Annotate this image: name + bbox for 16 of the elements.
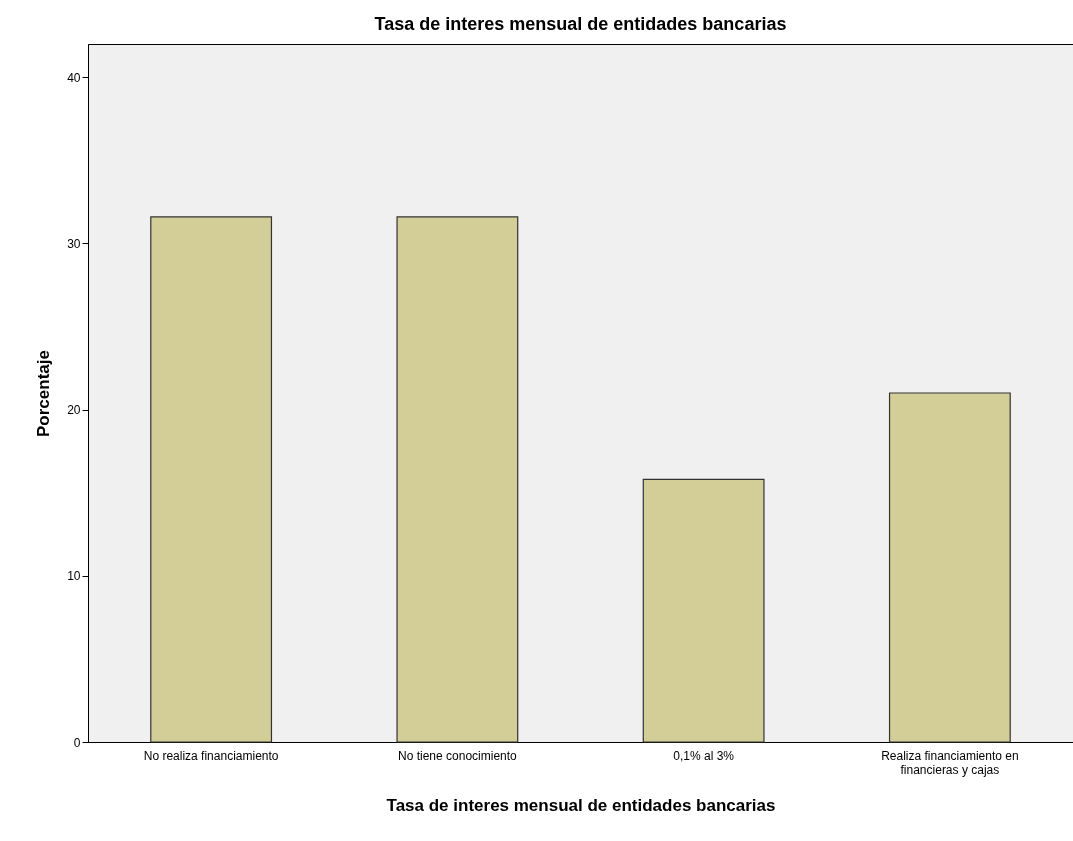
x-tick-label: No tiene conocimiento [398,748,518,763]
chart-title: Tasa de interes mensual de entidades bancarias [374,14,787,34]
y-axis-title: Porcentaje [34,350,54,437]
y-tick-label: 0 [73,735,81,750]
y-tick-label: 30 [67,236,81,251]
y-tick-label: 20 [67,403,81,418]
x-axis-title: Tasa de interes mensual de entidades bancarias [386,795,776,815]
bar [150,216,273,743]
x-tick-label: Realiza financiamiento en financieras y cajas [881,748,1019,777]
x-tick-label: No realiza financiamiento [143,748,279,763]
bar [888,392,1011,743]
y-tick-label: 10 [67,569,81,584]
bar [642,478,765,743]
bar [396,216,519,743]
y-tick-label: 40 [67,70,81,85]
x-tick-label: 0,1% al 3% [673,748,735,763]
